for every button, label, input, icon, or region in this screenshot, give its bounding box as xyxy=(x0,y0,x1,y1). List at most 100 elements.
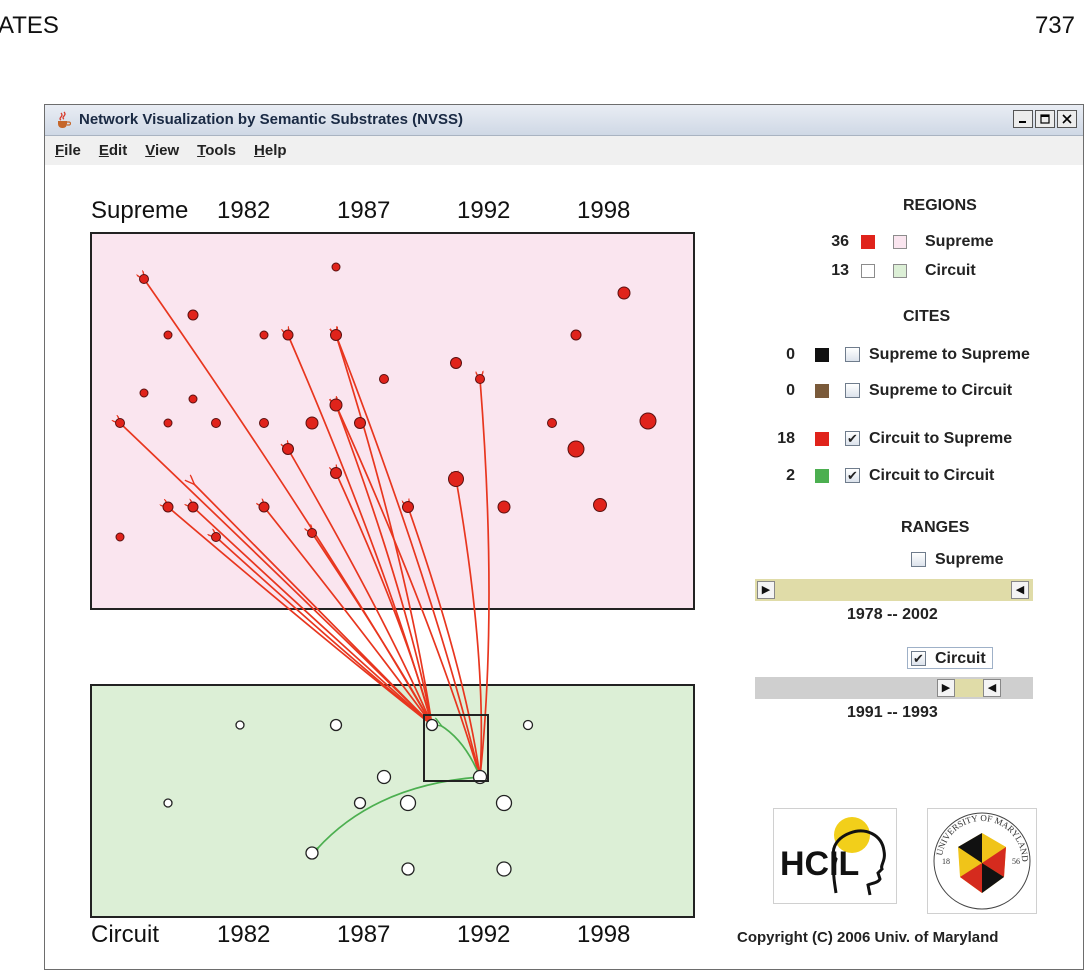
supreme-range-slider[interactable] xyxy=(755,579,1033,601)
supreme-case-node[interactable] xyxy=(115,532,125,542)
circuit-range-checkbox[interactable]: ✔ xyxy=(911,651,926,666)
menu-tools[interactable]: Tools xyxy=(197,141,237,159)
circuit-region-swatch[interactable] xyxy=(893,264,907,278)
selection-box[interactable] xyxy=(423,714,489,782)
circuit-case-node[interactable] xyxy=(495,794,513,812)
supreme-case-node[interactable] xyxy=(307,528,317,538)
supreme-case-node[interactable] xyxy=(258,501,270,513)
supreme-to-supreme-swatch xyxy=(815,348,829,362)
circuit-case-node[interactable] xyxy=(235,720,245,730)
circuit-case-node[interactable] xyxy=(425,718,439,732)
circuit-case-node[interactable] xyxy=(401,862,415,876)
supreme-to-supreme-checkbox[interactable] xyxy=(845,347,860,362)
citation-edge-circuit-to-supreme[interactable] xyxy=(288,449,433,726)
menu-view[interactable]: View xyxy=(145,141,180,159)
citation-edge-circuit-to-circuit[interactable] xyxy=(317,776,481,849)
circuit-case-node[interactable] xyxy=(305,846,319,860)
supreme-case-node[interactable] xyxy=(379,374,389,384)
circuit-range-selection[interactable] xyxy=(955,679,983,697)
circuit-range-toggle[interactable] xyxy=(907,647,993,669)
supreme-case-node[interactable] xyxy=(354,417,366,429)
supreme-case-node[interactable] xyxy=(617,286,631,300)
circuit-case-node[interactable] xyxy=(522,719,534,731)
circuit-case-node[interactable] xyxy=(329,718,343,732)
citation-edge-circuit-to-supreme[interactable] xyxy=(480,379,490,778)
supreme-range-checkbox[interactable] xyxy=(911,552,926,567)
supreme-case-node[interactable] xyxy=(163,418,173,428)
supreme-case-node[interactable] xyxy=(139,274,149,284)
citation-edge-circuit-to-supreme[interactable] xyxy=(408,507,481,778)
citation-edge-circuit-to-supreme[interactable] xyxy=(336,473,433,726)
supreme-case-node[interactable] xyxy=(211,532,221,542)
supreme-case-node[interactable] xyxy=(448,471,464,487)
circuit-to-supreme-checkbox[interactable]: ✔ xyxy=(845,431,860,446)
supreme-case-node[interactable] xyxy=(259,330,269,340)
supreme-case-node[interactable] xyxy=(567,440,585,458)
supreme-node-swatch xyxy=(861,235,875,249)
close-button[interactable] xyxy=(1057,110,1077,128)
supreme-case-node[interactable] xyxy=(330,467,342,479)
menu-file[interactable]: File xyxy=(55,141,81,159)
supreme-case-node[interactable] xyxy=(639,412,657,430)
network-diagram[interactable] xyxy=(45,165,745,969)
supreme-case-node[interactable] xyxy=(211,418,221,428)
supreme-case-node[interactable] xyxy=(162,501,174,513)
circuit-case-node[interactable] xyxy=(376,769,392,785)
supreme-region-swatch[interactable] xyxy=(893,235,907,249)
supreme-slider-left-thumb[interactable]: ▶ xyxy=(757,581,775,599)
circuit-to-circuit-swatch xyxy=(815,469,829,483)
supreme-case-node[interactable] xyxy=(282,443,294,455)
citation-edge-circuit-to-supreme[interactable] xyxy=(312,533,433,726)
regions-label: Circuit xyxy=(925,262,976,279)
citation-edge-circuit-to-supreme[interactable] xyxy=(336,405,433,726)
supreme-to-circuit-checkbox[interactable] xyxy=(845,383,860,398)
menu-edit[interactable]: Edit xyxy=(98,141,128,159)
citation-edge-circuit-to-supreme[interactable] xyxy=(264,507,433,726)
umd-seal-logo: 18 56 UNIVERSITY OF MARYLAND xyxy=(927,808,1037,914)
citation-edge-circuit-to-supreme[interactable] xyxy=(456,479,483,778)
supreme-case-node[interactable] xyxy=(593,498,607,512)
menu-help[interactable]: Help xyxy=(254,141,287,159)
circuit-range-label: Circuit xyxy=(935,650,986,667)
close-icon xyxy=(1062,114,1072,124)
supreme-case-node[interactable] xyxy=(259,418,269,428)
citation-edge-circuit-to-supreme[interactable] xyxy=(193,507,433,726)
supreme-case-node[interactable] xyxy=(331,262,341,272)
supreme-case-node[interactable] xyxy=(282,329,294,341)
supreme-case-node[interactable] xyxy=(329,398,343,412)
supreme-case-node[interactable] xyxy=(475,374,485,384)
maximize-button[interactable] xyxy=(1035,110,1055,128)
minimize-button[interactable] xyxy=(1013,110,1033,128)
citation-edge-circuit-to-supreme[interactable] xyxy=(336,335,481,778)
citation-edge-circuit-to-supreme[interactable] xyxy=(216,537,433,726)
circuit-slider-right-thumb[interactable]: ◀ xyxy=(983,679,1001,697)
circuit-case-node[interactable] xyxy=(163,798,173,808)
circuit-region[interactable] xyxy=(90,684,695,918)
supreme-region[interactable] xyxy=(90,232,695,610)
supreme-case-node[interactable] xyxy=(163,330,173,340)
supreme-case-node[interactable] xyxy=(187,309,199,321)
supreme-case-node[interactable] xyxy=(187,501,199,513)
citation-edge-circuit-to-circuit[interactable] xyxy=(440,725,481,778)
minimize-icon xyxy=(1019,121,1026,123)
circuit-slider-left-thumb[interactable]: ▶ xyxy=(937,679,955,697)
citation-edge-circuit-to-supreme[interactable] xyxy=(193,483,433,726)
supreme-case-node[interactable] xyxy=(139,388,149,398)
supreme-case-node[interactable] xyxy=(115,418,125,428)
regions-count: 36 xyxy=(831,233,849,250)
supreme-case-node[interactable] xyxy=(305,416,319,430)
supreme-case-node[interactable] xyxy=(402,501,414,513)
circuit-case-node[interactable] xyxy=(353,796,367,810)
supreme-slider-right-thumb[interactable]: ◀ xyxy=(1011,581,1029,599)
supreme-case-node[interactable] xyxy=(547,418,557,428)
circuit-case-node[interactable] xyxy=(496,861,512,877)
supreme-case-node[interactable] xyxy=(497,500,511,514)
circuit-to-circuit-checkbox[interactable]: ✔ xyxy=(845,468,860,483)
circuit-case-node[interactable] xyxy=(399,794,417,812)
citation-edge-circuit-to-supreme[interactable] xyxy=(336,405,481,778)
supreme-case-node[interactable] xyxy=(450,357,462,369)
hcil-logo: HCIL xyxy=(773,808,897,904)
supreme-case-node[interactable] xyxy=(570,329,582,341)
supreme-case-node[interactable] xyxy=(188,394,198,404)
supreme-case-node[interactable] xyxy=(330,329,342,341)
